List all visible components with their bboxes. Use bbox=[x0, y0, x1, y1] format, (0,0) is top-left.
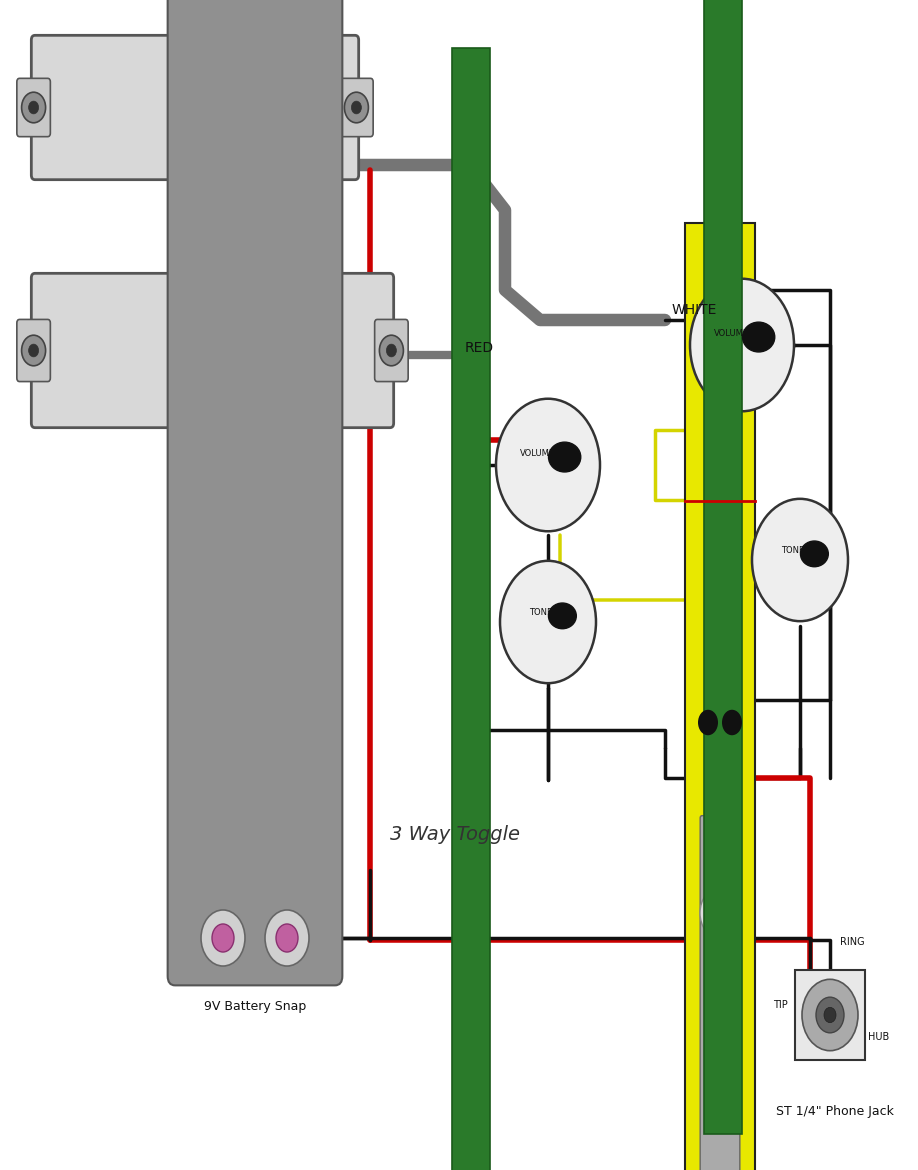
Bar bbox=[452, 48, 490, 1170]
Circle shape bbox=[500, 560, 596, 683]
Ellipse shape bbox=[743, 322, 775, 352]
FancyBboxPatch shape bbox=[31, 35, 359, 180]
Circle shape bbox=[386, 344, 397, 357]
Ellipse shape bbox=[800, 541, 828, 566]
Circle shape bbox=[352, 101, 362, 113]
FancyBboxPatch shape bbox=[17, 78, 50, 137]
Bar bbox=[795, 970, 865, 1060]
Circle shape bbox=[690, 278, 794, 412]
Circle shape bbox=[22, 336, 46, 366]
Circle shape bbox=[28, 101, 39, 113]
Text: 3 Way Toggle: 3 Way Toggle bbox=[390, 826, 520, 845]
Circle shape bbox=[816, 997, 844, 1033]
Circle shape bbox=[344, 92, 368, 123]
FancyBboxPatch shape bbox=[31, 274, 394, 428]
Circle shape bbox=[379, 336, 403, 366]
Bar bbox=[704, 0, 742, 1134]
Ellipse shape bbox=[548, 603, 577, 628]
Circle shape bbox=[28, 344, 39, 357]
Text: WHITE: WHITE bbox=[672, 303, 717, 317]
Text: TONE: TONE bbox=[781, 545, 804, 555]
Text: RED: RED bbox=[465, 340, 494, 355]
Circle shape bbox=[752, 498, 848, 621]
Circle shape bbox=[212, 924, 234, 952]
Circle shape bbox=[276, 924, 298, 952]
Circle shape bbox=[722, 710, 742, 735]
FancyBboxPatch shape bbox=[700, 815, 740, 1170]
Text: 9V Battery Snap: 9V Battery Snap bbox=[204, 1000, 306, 1013]
Text: VOLUME: VOLUME bbox=[714, 329, 749, 338]
Circle shape bbox=[824, 1007, 836, 1023]
Circle shape bbox=[802, 979, 858, 1051]
Text: TIP: TIP bbox=[773, 1000, 788, 1010]
Text: RING: RING bbox=[840, 937, 865, 947]
Text: VOLUME: VOLUME bbox=[520, 448, 555, 457]
Ellipse shape bbox=[549, 442, 581, 472]
FancyBboxPatch shape bbox=[168, 0, 342, 985]
Text: ST 1/4" Phone Jack: ST 1/4" Phone Jack bbox=[776, 1104, 894, 1119]
Bar bbox=[685, 223, 755, 1170]
FancyBboxPatch shape bbox=[17, 319, 50, 381]
FancyBboxPatch shape bbox=[375, 319, 409, 381]
FancyBboxPatch shape bbox=[340, 78, 373, 137]
Circle shape bbox=[22, 92, 46, 123]
Circle shape bbox=[265, 910, 309, 966]
Circle shape bbox=[700, 888, 740, 938]
Text: TONE: TONE bbox=[529, 607, 553, 617]
Text: HUB: HUB bbox=[868, 1032, 890, 1042]
Circle shape bbox=[496, 399, 600, 531]
Circle shape bbox=[698, 710, 718, 735]
Circle shape bbox=[201, 910, 245, 966]
